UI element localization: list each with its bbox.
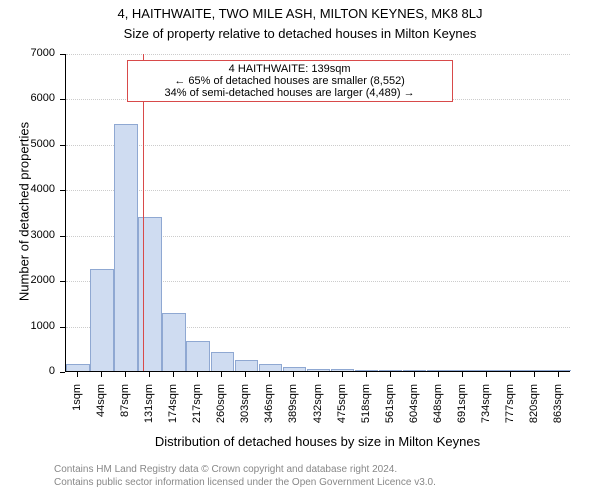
gridline [66,190,570,191]
xtick-label: 863sqm [552,384,564,444]
xtick-mark [77,372,78,377]
xtick-label: 1sqm [71,384,83,444]
ytick-label: 2000 [0,274,55,286]
xtick-mark [125,372,126,377]
ytick-mark [60,54,65,55]
ytick-label: 7000 [0,47,55,59]
ytick-label: 6000 [0,92,55,104]
ytick-label: 4000 [0,183,55,195]
xtick-label: 561sqm [384,384,396,444]
bar [427,370,451,371]
xtick-label: 260sqm [215,384,227,444]
xtick-label: 303sqm [239,384,251,444]
xtick-mark [390,372,391,377]
xtick-label: 389sqm [287,384,299,444]
xtick-mark [558,372,559,377]
footer: Contains HM Land Registry data © Crown c… [54,464,436,489]
ytick-mark [60,372,65,373]
bar [259,364,283,371]
plot-area: 4 HAITHWAITE: 139sqm← 65% of detached ho… [65,54,570,372]
annotation-line: ← 65% of detached houses are smaller (8,… [134,75,446,87]
bar [547,370,571,371]
gridline [66,54,570,55]
xtick-label: 44sqm [95,384,107,444]
bar [451,370,475,371]
xtick-label: 131sqm [143,384,155,444]
xtick-label: 87sqm [119,384,131,444]
bar [114,124,138,371]
annotation-line: 34% of semi-detached houses are larger (… [134,87,446,99]
xtick-mark [101,372,102,377]
ytick-mark [60,190,65,191]
bar [331,369,355,371]
ytick-label: 1000 [0,320,55,332]
xtick-label: 346sqm [263,384,275,444]
xtick-label: 691sqm [456,384,468,444]
xtick-mark [293,372,294,377]
xtick-label: 432sqm [312,384,324,444]
xtick-label: 475sqm [336,384,348,444]
bar [475,370,499,371]
xtick-label: 604sqm [408,384,420,444]
xtick-mark [438,372,439,377]
xtick-mark [318,372,319,377]
bar [379,370,403,371]
ytick-label: 3000 [0,229,55,241]
xtick-label: 518sqm [360,384,372,444]
xtick-mark [149,372,150,377]
ytick-label: 0 [0,365,55,377]
xtick-mark [462,372,463,377]
chart-title: 4, HAITHWAITE, TWO MILE ASH, MILTON KEYN… [0,6,600,21]
xtick-mark [342,372,343,377]
xtick-label: 777sqm [504,384,516,444]
bar [162,313,186,371]
xtick-label: 734sqm [480,384,492,444]
xtick-label: 217sqm [191,384,203,444]
xtick-mark [197,372,198,377]
bar [403,370,427,371]
bar [138,217,162,371]
ytick-mark [60,281,65,282]
bar [307,369,331,371]
footer-line-2: Contains public sector information licen… [54,477,436,490]
xtick-mark [269,372,270,377]
bar [283,367,307,371]
bar [211,352,235,371]
ytick-mark [60,236,65,237]
bar [66,364,90,371]
annotation-box: 4 HAITHWAITE: 139sqm← 65% of detached ho… [127,60,453,102]
bar [499,370,523,371]
xtick-label: 820sqm [528,384,540,444]
xtick-mark [486,372,487,377]
xtick-mark [510,372,511,377]
ytick-mark [60,327,65,328]
bar [523,370,547,371]
bar [355,370,379,371]
chart-subtitle: Size of property relative to detached ho… [0,26,600,41]
bar [186,341,210,371]
bar [90,269,114,371]
xtick-mark [534,372,535,377]
xtick-label: 174sqm [167,384,179,444]
annotation-line: 4 HAITHWAITE: 139sqm [134,63,446,75]
xtick-mark [414,372,415,377]
bar [235,360,259,371]
xtick-mark [221,372,222,377]
footer-line-1: Contains HM Land Registry data © Crown c… [54,464,436,477]
ytick-mark [60,145,65,146]
xtick-mark [173,372,174,377]
ytick-label: 5000 [0,138,55,150]
y-axis-label: Number of detached properties [17,102,32,322]
xtick-mark [366,372,367,377]
xtick-mark [245,372,246,377]
ytick-mark [60,99,65,100]
xtick-label: 648sqm [432,384,444,444]
gridline [66,145,570,146]
